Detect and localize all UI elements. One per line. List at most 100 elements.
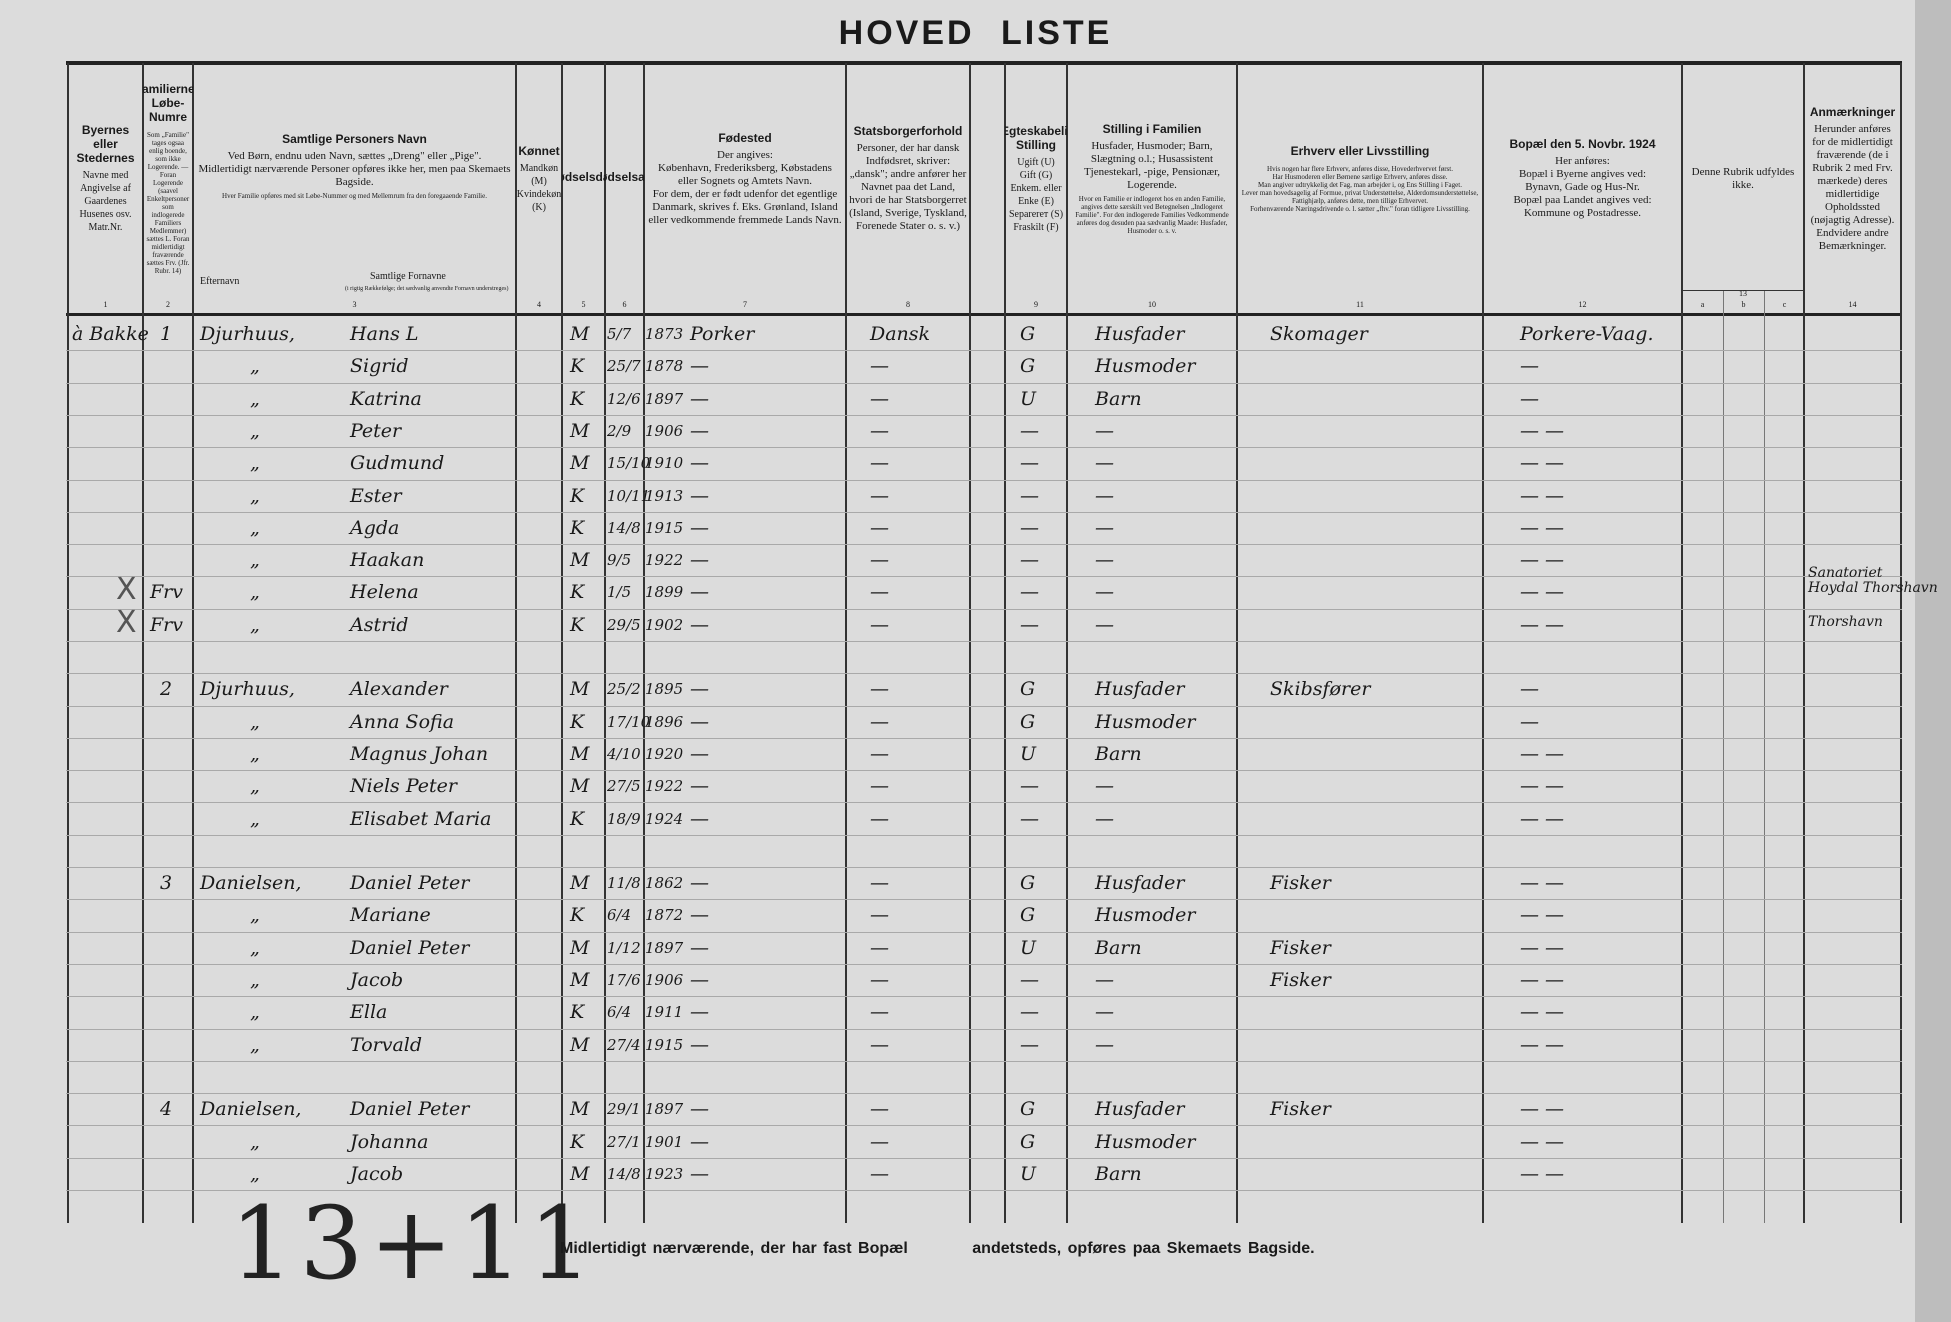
family-position-cell: Barn xyxy=(1095,388,1142,410)
surname-cell: „ xyxy=(250,937,260,959)
column-title: Ægteskabelig Stilling xyxy=(1005,123,1067,152)
column-header: Stilling i Familien Husfader, Husmoder; B… xyxy=(1067,66,1237,291)
residence-cell: — xyxy=(1520,678,1539,700)
birth-day-cell: 15/10 xyxy=(607,454,651,472)
column-number: 1 xyxy=(103,300,108,309)
birth-day-cell: 27/4 xyxy=(607,1036,641,1054)
column-description: Personer, der har dansk Indfødsret, skri… xyxy=(849,142,967,232)
birth-day-cell: 29/1 xyxy=(607,1100,641,1118)
residence-cell: — — xyxy=(1520,937,1565,959)
birthplace-cell: — xyxy=(690,420,709,442)
occupation-cell: Fisker xyxy=(1270,937,1331,959)
birthplace-cell: — xyxy=(690,775,709,797)
citizenship-cell: — xyxy=(870,808,889,830)
column-divider xyxy=(1900,63,1902,1223)
subheader-rule xyxy=(1682,290,1804,291)
family-position-cell: — xyxy=(1095,452,1114,474)
family-position-cell: Husmoder xyxy=(1095,355,1196,377)
given-names-cell: Magnus Johan xyxy=(350,743,489,765)
occupation-cell: Fisker xyxy=(1270,1098,1331,1120)
sex-cell: K xyxy=(570,614,585,636)
sex-cell: K xyxy=(570,711,585,733)
citizenship-cell: — xyxy=(870,420,889,442)
residence-cell: — — xyxy=(1520,1131,1565,1153)
column-number: 11 xyxy=(1356,300,1364,309)
family-position-cell: — xyxy=(1095,581,1114,603)
residence-cell: — xyxy=(1520,388,1539,410)
residence-cell: — — xyxy=(1520,485,1565,507)
column-divider xyxy=(192,63,194,1223)
sex-cell: K xyxy=(570,808,585,830)
occupation-cell: Skibsfører xyxy=(1270,678,1371,700)
sex-cell: K xyxy=(570,388,585,410)
citizenship-cell: — xyxy=(870,1001,889,1023)
citizenship-cell: — xyxy=(870,1098,889,1120)
column-divider xyxy=(515,63,517,1223)
row-line xyxy=(66,673,1902,674)
given-names-cell: Astrid xyxy=(350,614,409,636)
column-divider xyxy=(1803,63,1805,1223)
birth-day-cell: 11/8 xyxy=(607,874,641,892)
column-number: 13 xyxy=(1739,289,1747,298)
surname-cell: „ xyxy=(250,904,260,926)
residence-cell: — — xyxy=(1520,581,1565,603)
column-header: Samtlige Personers Navn Ved Børn, endnu u… xyxy=(193,66,516,266)
family-position-cell: — xyxy=(1095,485,1114,507)
column-divider xyxy=(845,63,847,1223)
birth-day-cell: 18/9 xyxy=(607,810,641,828)
residence-cell: — — xyxy=(1520,872,1565,894)
given-names-cell: Daniel Peter xyxy=(350,872,470,894)
sex-cell: M xyxy=(570,420,590,442)
citizenship-cell: — xyxy=(870,614,889,636)
birthplace-cell: — xyxy=(690,1001,709,1023)
column-title: Bopæl den 5. Novbr. 1924 xyxy=(1509,137,1656,151)
column-header: Statsborgerforhold Personer, der har dans… xyxy=(846,66,970,291)
citizenship-cell: — xyxy=(870,969,889,991)
row-line xyxy=(66,1190,1902,1191)
row-line xyxy=(66,480,1902,481)
column-title: Kønnet xyxy=(518,143,560,158)
birthplace-cell: — xyxy=(690,388,709,410)
residence-cell: — xyxy=(1520,711,1539,733)
citizenship-cell: — xyxy=(870,485,889,507)
remark-cell: Thorshavn xyxy=(1808,614,1883,630)
citizenship-cell: — xyxy=(870,1131,889,1153)
family-number-cell: Frv xyxy=(150,581,183,603)
header-rule xyxy=(66,313,1902,316)
marital-status-cell: — xyxy=(1020,969,1039,991)
place-cell: à Bakke xyxy=(72,323,149,345)
surname-cell: „ xyxy=(250,517,260,539)
residence-cell: — — xyxy=(1520,743,1565,765)
column-divider xyxy=(1482,63,1484,1223)
residence-cell: — — xyxy=(1520,1001,1565,1023)
residence-cell: — — xyxy=(1520,517,1565,539)
citizenship-cell: — xyxy=(870,872,889,894)
subcolumn-label: c xyxy=(1782,300,1787,309)
birth-day-cell: 17/6 xyxy=(607,971,641,989)
sex-cell: K xyxy=(570,1001,585,1023)
marital-status-cell: — xyxy=(1020,1001,1039,1023)
occupation-cell: Fisker xyxy=(1270,969,1331,991)
surname-cell: „ xyxy=(250,1034,260,1056)
sex-cell: K xyxy=(570,581,585,603)
sex-cell: M xyxy=(570,1098,590,1120)
birthplace-cell: — xyxy=(690,549,709,571)
page-edge xyxy=(1915,0,1951,1322)
birth-year-cell: 1906 xyxy=(645,422,684,440)
citizenship-cell: — xyxy=(870,711,889,733)
birth-year-cell: 1872 xyxy=(645,906,684,924)
row-line xyxy=(66,350,1902,351)
surname-cell: Djurhuus, xyxy=(200,323,295,345)
surname-cell: „ xyxy=(250,388,260,410)
family-position-cell: Barn xyxy=(1095,937,1142,959)
marital-status-cell: G xyxy=(1020,678,1036,700)
surname-cell: Djurhuus, xyxy=(200,678,295,700)
row-line xyxy=(66,932,1902,933)
birthplace-cell: — xyxy=(690,904,709,926)
family-position-cell: Husmoder xyxy=(1095,711,1196,733)
column-header: Bopæl den 5. Novbr. 1924 Her anføres: Bop… xyxy=(1483,66,1682,291)
subcolumn-label: a xyxy=(1700,300,1705,309)
subcolumn-divider xyxy=(1764,290,1765,1223)
birthplace-cell: — xyxy=(690,355,709,377)
marital-status-cell: U xyxy=(1020,743,1037,765)
